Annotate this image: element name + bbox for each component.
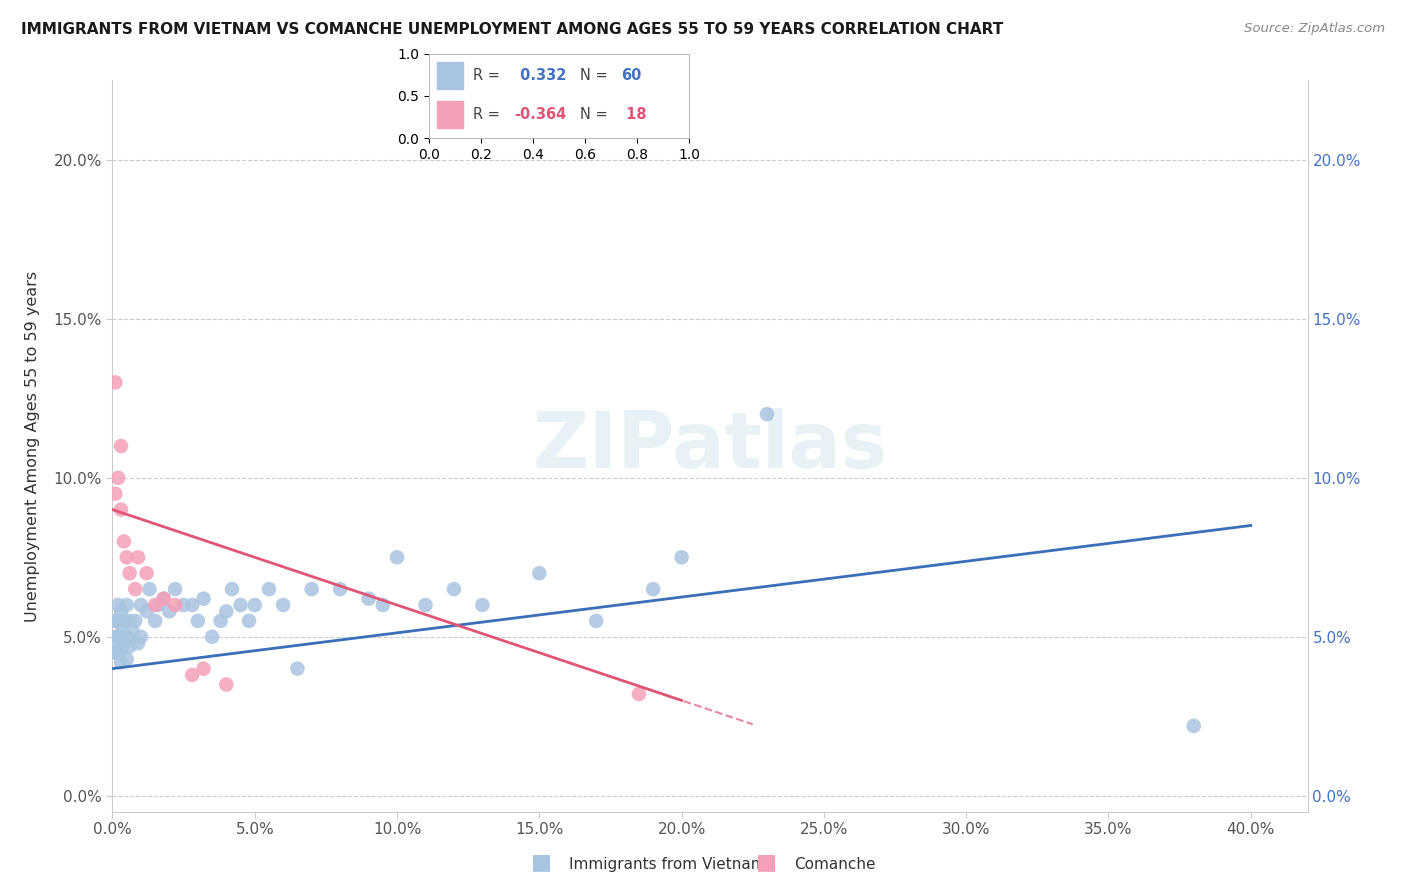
Point	[127, 636, 149, 650]
Bar	[437, 101, 463, 128]
Point	[110, 502, 132, 516]
Point	[415, 598, 437, 612]
Point	[118, 566, 141, 581]
Point	[243, 598, 266, 612]
Point	[165, 582, 187, 596]
Point	[107, 646, 129, 660]
Point	[112, 614, 135, 628]
Point	[671, 550, 693, 565]
Point	[238, 614, 260, 628]
Point	[143, 598, 166, 612]
Point	[135, 604, 157, 618]
Point	[529, 566, 551, 581]
Y-axis label: Unemployment Among Ages 55 to 59 years: Unemployment Among Ages 55 to 59 years	[25, 270, 39, 622]
Point	[124, 582, 146, 596]
Text: ZIPatlas: ZIPatlas	[533, 408, 887, 484]
Point	[471, 598, 494, 612]
Point	[215, 604, 238, 618]
Text: R =: R =	[472, 68, 501, 83]
Point	[187, 614, 209, 628]
Point	[755, 407, 778, 421]
Point	[124, 614, 146, 628]
Point	[115, 550, 138, 565]
Point	[110, 617, 132, 632]
Point	[193, 662, 215, 676]
Text: N =: N =	[579, 107, 607, 122]
Point	[221, 582, 243, 596]
Point	[121, 624, 143, 638]
Point	[165, 598, 187, 612]
Point	[115, 652, 138, 666]
Point	[107, 614, 129, 628]
Point	[385, 550, 408, 565]
Point	[157, 604, 180, 618]
Point	[138, 582, 160, 596]
Point	[627, 687, 650, 701]
Point	[107, 598, 129, 612]
Point	[118, 614, 141, 628]
Point	[201, 630, 224, 644]
Point	[585, 614, 607, 628]
Point	[110, 655, 132, 669]
Text: N =: N =	[579, 68, 607, 83]
Point	[371, 598, 394, 612]
Point	[181, 668, 204, 682]
Point	[146, 598, 169, 612]
Point	[115, 598, 138, 612]
Point	[104, 646, 127, 660]
Text: 60: 60	[621, 68, 641, 83]
Point	[173, 598, 195, 612]
Text: ■: ■	[756, 853, 776, 872]
Point	[107, 630, 129, 644]
Point	[129, 630, 152, 644]
Point	[110, 604, 132, 618]
Point	[104, 614, 127, 628]
Text: R =: R =	[472, 107, 501, 122]
Point	[301, 582, 323, 596]
Point	[1182, 719, 1205, 733]
Bar	[437, 62, 463, 89]
Point	[127, 550, 149, 565]
Point	[152, 591, 174, 606]
Text: IMMIGRANTS FROM VIETNAM VS COMANCHE UNEMPLOYMENT AMONG AGES 55 TO 59 YEARS CORRE: IMMIGRANTS FROM VIETNAM VS COMANCHE UNEM…	[21, 22, 1004, 37]
Point	[118, 640, 141, 654]
Point	[287, 662, 309, 676]
Point	[643, 582, 665, 596]
Point	[229, 598, 252, 612]
Point	[112, 636, 135, 650]
Point	[110, 630, 132, 644]
Text: -0.364: -0.364	[515, 107, 567, 122]
Point	[152, 591, 174, 606]
Point	[357, 591, 380, 606]
Point	[129, 598, 152, 612]
Point	[104, 636, 127, 650]
Point	[135, 566, 157, 581]
Point	[107, 471, 129, 485]
Point	[443, 582, 465, 596]
Text: 0.332: 0.332	[515, 68, 567, 83]
Point	[271, 598, 294, 612]
Point	[104, 376, 127, 390]
Point	[181, 598, 204, 612]
Point	[193, 591, 215, 606]
Text: Comanche: Comanche	[794, 857, 876, 872]
Text: Source: ZipAtlas.com: Source: ZipAtlas.com	[1244, 22, 1385, 36]
Text: ■: ■	[531, 853, 551, 872]
Point	[112, 534, 135, 549]
Point	[110, 642, 132, 657]
Text: Immigrants from Vietnam: Immigrants from Vietnam	[569, 857, 766, 872]
Point	[215, 677, 238, 691]
Point	[209, 614, 232, 628]
Point	[115, 630, 138, 644]
Point	[329, 582, 352, 596]
Point	[257, 582, 280, 596]
Point	[110, 439, 132, 453]
Point	[104, 630, 127, 644]
Text: 18: 18	[621, 107, 647, 122]
Point	[143, 614, 166, 628]
Point	[104, 486, 127, 500]
